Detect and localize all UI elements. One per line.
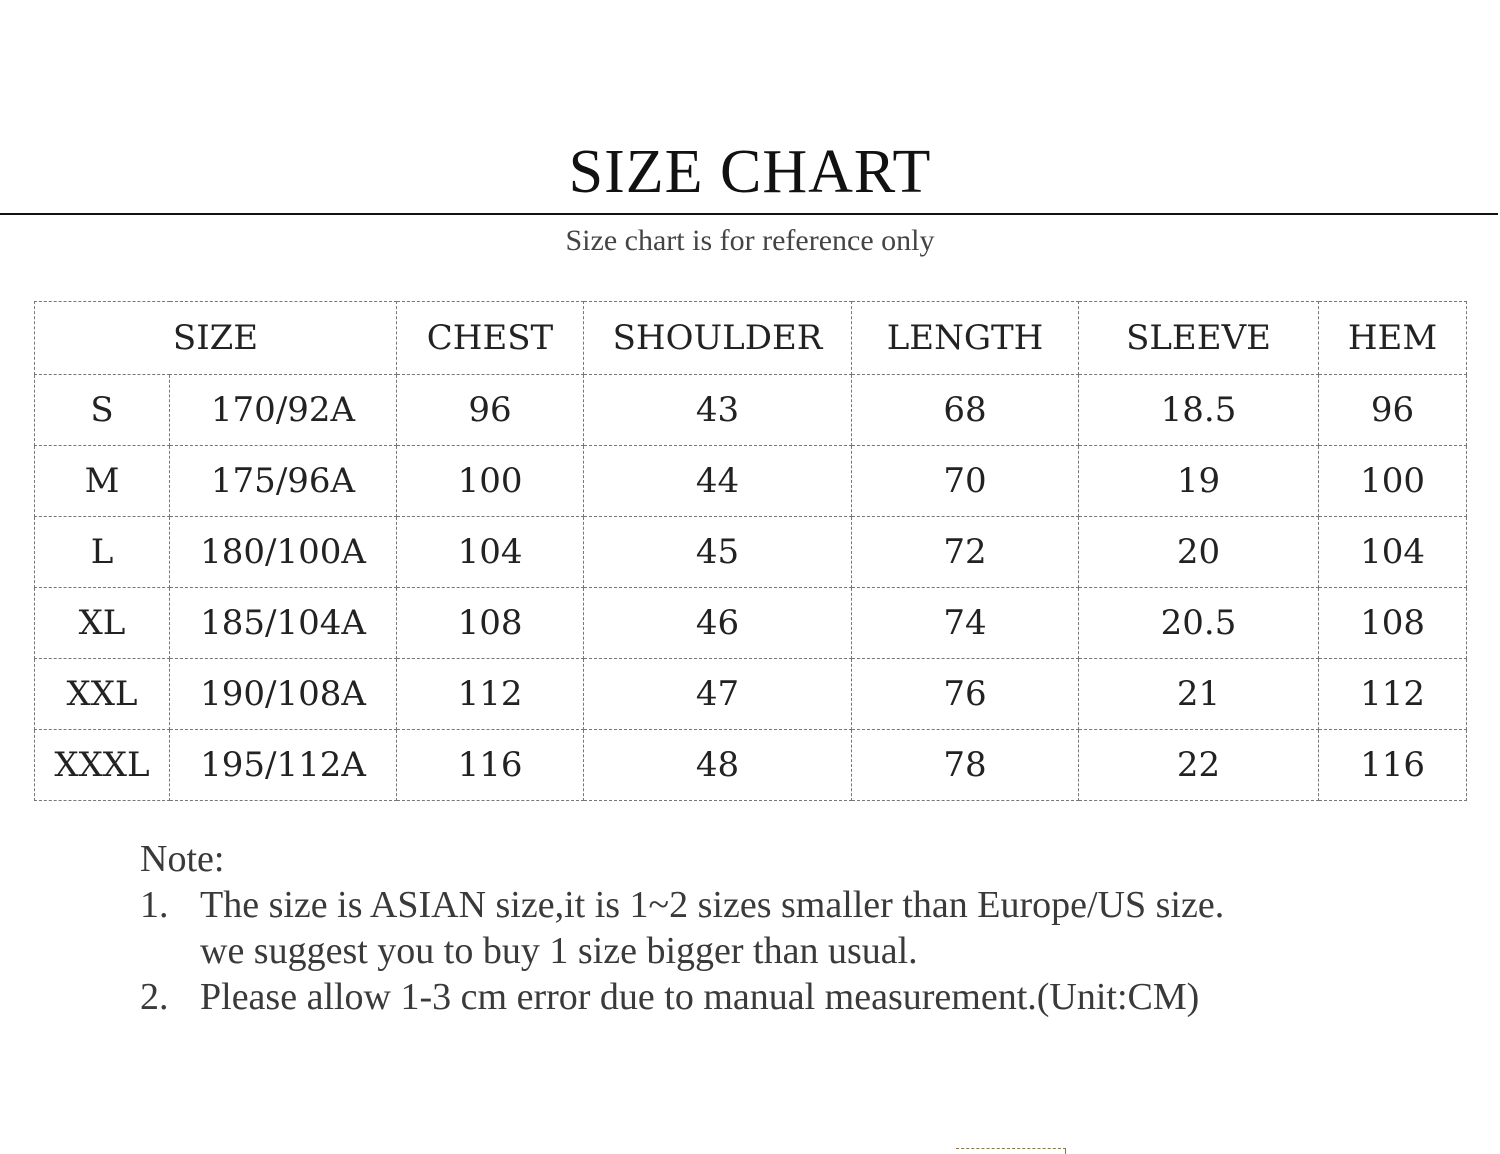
note-line: we suggest you to buy 1 size bigger than… <box>200 930 918 972</box>
table-row: L 180/100A 104 45 72 20 104 <box>34 516 1468 588</box>
dashed-line-decoration <box>956 1148 1066 1154</box>
shoulder-value: 44 <box>583 445 853 517</box>
sleeve-value: 22 <box>1078 729 1320 801</box>
hem-value: 104 <box>1318 516 1468 588</box>
size-code: 190/108A <box>168 658 398 730</box>
size-chart-table: SIZE CHEST SHOULDER LENGTH SLEEVE HEM S … <box>33 301 1468 801</box>
table-row: XXL 190/108A 112 47 76 21 112 <box>34 658 1468 730</box>
shoulder-value: 45 <box>583 516 853 588</box>
notes-heading: Note: <box>140 838 225 880</box>
size-label: XXL <box>34 658 170 730</box>
table-row: XL 185/104A 108 46 74 20.5 108 <box>34 587 1468 659</box>
table-row: S 170/92A 96 43 68 18.5 96 <box>34 374 1468 446</box>
hem-value: 112 <box>1318 658 1468 730</box>
hem-value: 108 <box>1318 587 1468 659</box>
header-chest: CHEST <box>396 301 585 375</box>
length-value: 68 <box>851 374 1080 446</box>
header-length: LENGTH <box>851 301 1080 375</box>
hem-value: 96 <box>1318 374 1468 446</box>
length-value: 74 <box>851 587 1080 659</box>
table-row: M 175/96A 100 44 70 19 100 <box>34 445 1468 517</box>
length-value: 72 <box>851 516 1080 588</box>
note-item: 2. Please allow 1-3 cm error due to manu… <box>140 974 1460 1020</box>
header-shoulder: SHOULDER <box>583 301 853 375</box>
chest-value: 104 <box>396 516 585 588</box>
shoulder-value: 48 <box>583 729 853 801</box>
shoulder-value: 46 <box>583 587 853 659</box>
size-code: 180/100A <box>168 516 398 588</box>
note-line: The size is ASIAN size,it is 1~2 sizes s… <box>200 884 1225 926</box>
title-divider <box>0 213 1498 215</box>
page-subtitle: Size chart is for reference only <box>565 224 935 257</box>
note-text: The size is ASIAN size,it is 1~2 sizes s… <box>200 882 1460 974</box>
length-value: 70 <box>851 445 1080 517</box>
sleeve-value: 20 <box>1078 516 1320 588</box>
table-header-row: SIZE CHEST SHOULDER LENGTH SLEEVE HEM <box>33 301 1468 375</box>
note-text: Please allow 1-3 cm error due to manual … <box>200 974 1460 1020</box>
size-label: S <box>34 374 170 446</box>
size-label: XL <box>34 587 170 659</box>
header-size: SIZE <box>33 301 398 375</box>
size-label: M <box>34 445 170 517</box>
header-sleeve: SLEEVE <box>1078 301 1320 375</box>
length-value: 76 <box>851 658 1080 730</box>
note-line: Please allow 1-3 cm error due to manual … <box>200 976 1200 1018</box>
header-hem: HEM <box>1318 301 1468 375</box>
size-code: 175/96A <box>168 445 398 517</box>
shoulder-value: 43 <box>583 374 853 446</box>
notes-section: Note: 1. The size is ASIAN size,it is 1~… <box>140 836 1460 1020</box>
chest-value: 100 <box>396 445 585 517</box>
chest-value: 96 <box>396 374 585 446</box>
sleeve-value: 18.5 <box>1078 374 1320 446</box>
hem-value: 116 <box>1318 729 1468 801</box>
size-code: 170/92A <box>168 374 398 446</box>
note-item: 1. The size is ASIAN size,it is 1~2 size… <box>140 882 1460 974</box>
size-label: L <box>34 516 170 588</box>
sleeve-value: 21 <box>1078 658 1320 730</box>
note-number: 2. <box>140 976 169 1018</box>
chest-value: 108 <box>396 587 585 659</box>
length-value: 78 <box>851 729 1080 801</box>
size-code: 185/104A <box>168 587 398 659</box>
sleeve-value: 20.5 <box>1078 587 1320 659</box>
note-number: 1. <box>140 884 169 926</box>
sleeve-value: 19 <box>1078 445 1320 517</box>
chest-value: 116 <box>396 729 585 801</box>
table-row: XXXL 195/112A 116 48 78 22 116 <box>34 729 1468 801</box>
hem-value: 100 <box>1318 445 1468 517</box>
size-code: 195/112A <box>168 729 398 801</box>
shoulder-value: 47 <box>583 658 853 730</box>
page-title: SIZE CHART <box>568 138 932 206</box>
size-label: XXXL <box>34 729 170 801</box>
chest-value: 112 <box>396 658 585 730</box>
